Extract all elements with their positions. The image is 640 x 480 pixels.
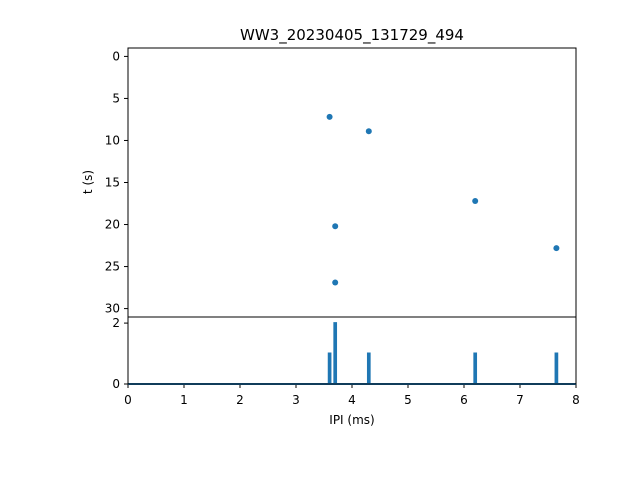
x-ticks: 0 1 2 3 4 5 6 7 8 [124, 384, 580, 407]
scatter-point [326, 113, 333, 120]
scatter-y-ticks: 0 5 10 15 20 25 30 [105, 49, 128, 316]
x-tick-label: 8 [572, 393, 580, 407]
x-tick-label: 2 [236, 393, 244, 407]
y-tick-label: 25 [105, 260, 120, 274]
histogram-y-tick-label: 0 [112, 377, 120, 391]
scatter-points [326, 113, 560, 286]
scatter-point [365, 128, 372, 135]
x-tick-label: 3 [292, 393, 300, 407]
y-tick-label: 10 [105, 133, 120, 147]
x-tick-label: 5 [404, 393, 412, 407]
y-tick-label: 5 [112, 91, 120, 105]
histogram-line [128, 322, 576, 385]
histogram-y-tick-label: 2 [112, 316, 120, 330]
scatter-panel: 0 5 10 15 20 25 30 [105, 47, 577, 318]
x-tick-label: 7 [516, 393, 524, 407]
y-axis-label: t (s) [81, 170, 95, 194]
histogram-frame [127, 316, 577, 385]
scatter-frame [127, 47, 577, 318]
x-tick-label: 6 [460, 393, 468, 407]
chart-title: WW3_20230405_131729_494 [240, 26, 464, 45]
y-tick-label: 20 [105, 218, 120, 232]
y-tick-label: 30 [105, 302, 120, 316]
scatter-point [332, 279, 339, 286]
x-tick-label: 1 [180, 393, 188, 407]
x-tick-label: 0 [124, 393, 132, 407]
scatter-point [472, 197, 479, 204]
histogram-y-ticks: 02 [112, 316, 128, 391]
scatter-point [332, 223, 339, 230]
x-axis-label: IPI (ms) [329, 413, 374, 427]
y-tick-label: 15 [105, 176, 120, 190]
scatter-point [553, 245, 560, 252]
x-tick-label: 4 [348, 393, 356, 407]
y-tick-label: 0 [112, 49, 120, 63]
